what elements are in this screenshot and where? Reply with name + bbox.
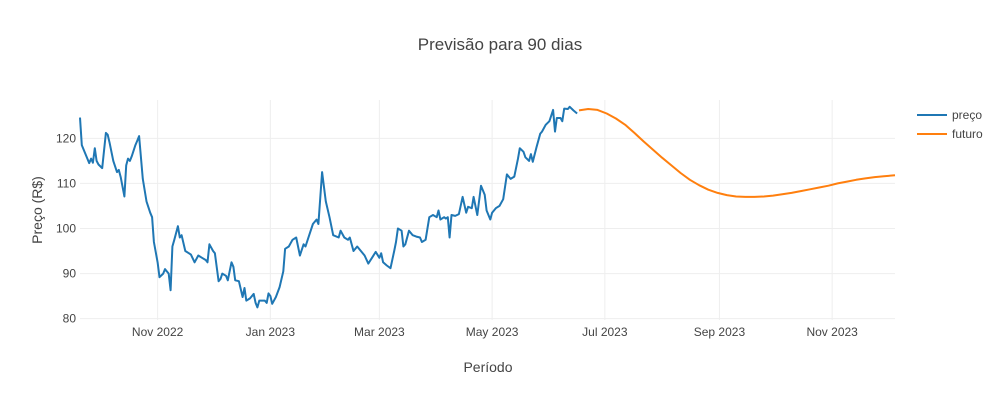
legend-label: futuro bbox=[952, 127, 983, 141]
legend-label: preço bbox=[952, 108, 982, 122]
series-layer bbox=[79, 105, 896, 309]
x-tick-label: May 2023 bbox=[466, 325, 519, 339]
chart-title: Previsão para 90 dias bbox=[418, 35, 582, 54]
y-tick-label: 80 bbox=[63, 312, 77, 326]
legend[interactable]: preço futuro bbox=[917, 108, 983, 141]
y-tick-label: 100 bbox=[56, 221, 76, 235]
y-tick-label: 120 bbox=[56, 131, 76, 145]
series-line-preço bbox=[79, 105, 578, 309]
grid bbox=[80, 100, 895, 320]
y-axis-title: Preço (R$) bbox=[29, 176, 45, 244]
y-tick-label: 110 bbox=[57, 176, 76, 190]
series-line-futuro bbox=[578, 108, 896, 198]
legend-item-futuro[interactable]: futuro bbox=[917, 127, 983, 141]
y-tick-label: 90 bbox=[63, 267, 77, 281]
x-tick-label: Nov 2022 bbox=[132, 325, 184, 339]
x-axis-title: Período bbox=[463, 359, 512, 375]
x-tick-label: Mar 2023 bbox=[354, 325, 405, 339]
x-axis-ticks: Nov 2022 Jan 2023 Mar 2023 May 2023 Jul 2023… bbox=[132, 325, 858, 339]
x-tick-label: Nov 2023 bbox=[806, 325, 858, 339]
x-tick-label: Jul 2023 bbox=[582, 325, 628, 339]
legend-item-preço[interactable]: preço bbox=[917, 108, 982, 122]
x-tick-label: Jan 2023 bbox=[246, 325, 296, 339]
y-axis-ticks: 80 90 100 110 120 bbox=[56, 131, 76, 325]
x-tick-label: Sep 2023 bbox=[694, 325, 746, 339]
